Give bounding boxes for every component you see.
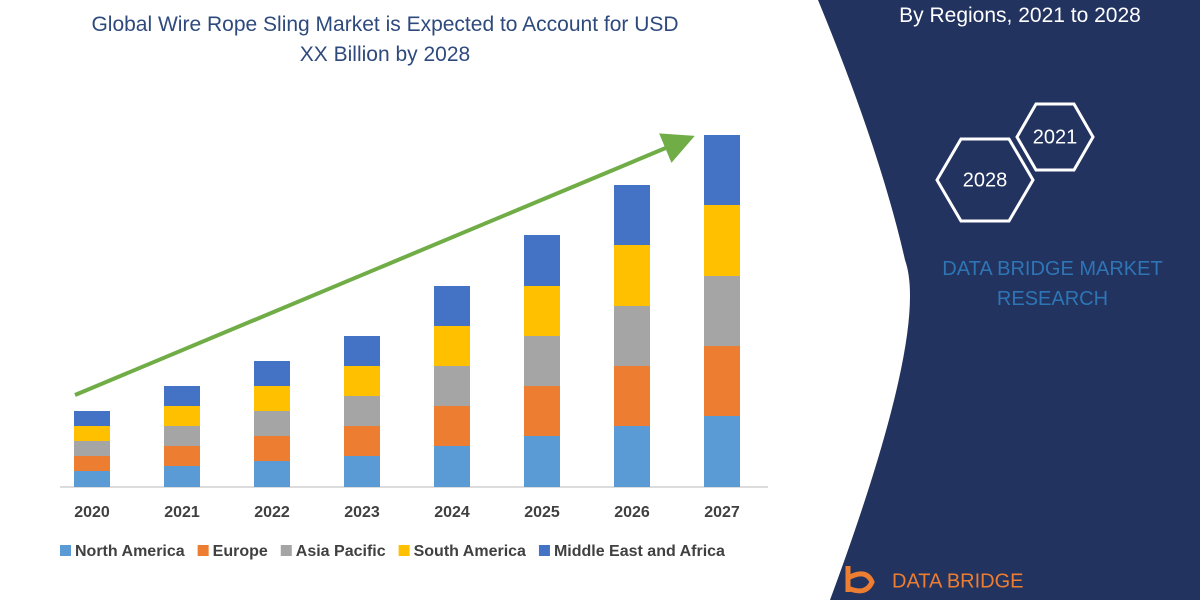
bar-segment bbox=[434, 286, 470, 326]
bar-segment bbox=[704, 416, 740, 487]
bar-segment bbox=[164, 426, 200, 446]
bar-segment bbox=[164, 406, 200, 426]
legend-swatch bbox=[60, 545, 71, 556]
bar-segment bbox=[344, 396, 380, 426]
legend-label: North America bbox=[75, 543, 185, 560]
bar-segment bbox=[614, 245, 650, 306]
x-tick-label: 2024 bbox=[434, 504, 470, 521]
bar-segment bbox=[704, 346, 740, 416]
legend-swatch bbox=[538, 545, 550, 556]
x-tick-label: 2026 bbox=[614, 504, 650, 521]
bar-segment bbox=[254, 411, 290, 436]
legend-swatch bbox=[398, 545, 410, 556]
bar-segment bbox=[704, 205, 740, 276]
chart-title: Global Wire Rope Sling Market is Expecte… bbox=[91, 13, 679, 66]
x-tick-label: 2022 bbox=[254, 504, 290, 521]
brand-name: DATA BRIDGE MARKET RESEARCH bbox=[942, 258, 1163, 310]
bar-segment bbox=[164, 386, 200, 406]
x-tick-label: 2023 bbox=[344, 504, 380, 521]
bar-segment bbox=[74, 441, 110, 456]
bar-segment bbox=[704, 276, 740, 346]
bar-segment bbox=[344, 456, 380, 487]
bar-segment bbox=[614, 366, 650, 426]
bar-segment bbox=[434, 366, 470, 406]
bar-segment bbox=[704, 135, 740, 205]
bar-segment bbox=[344, 426, 380, 456]
x-tick-label: 2020 bbox=[74, 504, 110, 521]
bar-segment bbox=[524, 286, 560, 336]
bar-segment bbox=[524, 436, 560, 487]
legend-label: Middle East and Africa bbox=[554, 543, 725, 560]
bar-segment bbox=[614, 306, 650, 366]
bar-segment bbox=[164, 446, 200, 466]
bar-segment bbox=[434, 326, 470, 366]
legend-swatch bbox=[197, 545, 209, 556]
panel-subtitle: By Regions, 2021 to 2028 bbox=[899, 4, 1141, 27]
hexagon bbox=[1015, 102, 1095, 172]
bar-segment bbox=[254, 361, 290, 386]
bar-segment bbox=[434, 406, 470, 446]
hexagon bbox=[935, 137, 1035, 223]
bar-segment bbox=[254, 436, 290, 461]
hexagon-label: 2021 bbox=[1033, 126, 1078, 148]
bar-segment bbox=[434, 446, 470, 487]
x-tick-label: 2027 bbox=[704, 504, 740, 521]
side-panel bbox=[818, 0, 1200, 600]
legend-label: Europe bbox=[213, 543, 268, 560]
bar-segment bbox=[164, 466, 200, 487]
logo-text: DATA BRIDGE bbox=[892, 570, 1024, 592]
bar-segment bbox=[614, 426, 650, 487]
legend-swatch bbox=[280, 545, 292, 556]
x-tick-label: 2021 bbox=[164, 504, 200, 521]
bar-segment bbox=[524, 235, 560, 286]
legend-label: South America bbox=[414, 543, 526, 560]
bar-segment bbox=[614, 185, 650, 245]
bar-segment bbox=[524, 386, 560, 436]
bar-segment bbox=[74, 471, 110, 487]
bar-segment bbox=[74, 456, 110, 471]
trend-arrow bbox=[74, 133, 695, 397]
bar-segment bbox=[74, 411, 110, 426]
bar-segment bbox=[524, 336, 560, 386]
bar-segment bbox=[254, 461, 290, 487]
bar-segment bbox=[74, 426, 110, 441]
bar-segment bbox=[344, 336, 380, 366]
x-tick-label: 2025 bbox=[524, 504, 560, 521]
legend-label: Asia Pacific bbox=[296, 543, 386, 560]
bar-segment bbox=[254, 386, 290, 411]
bar-segment bbox=[344, 366, 380, 396]
logo-icon bbox=[845, 566, 875, 594]
hexagon-label: 2028 bbox=[963, 169, 1008, 191]
